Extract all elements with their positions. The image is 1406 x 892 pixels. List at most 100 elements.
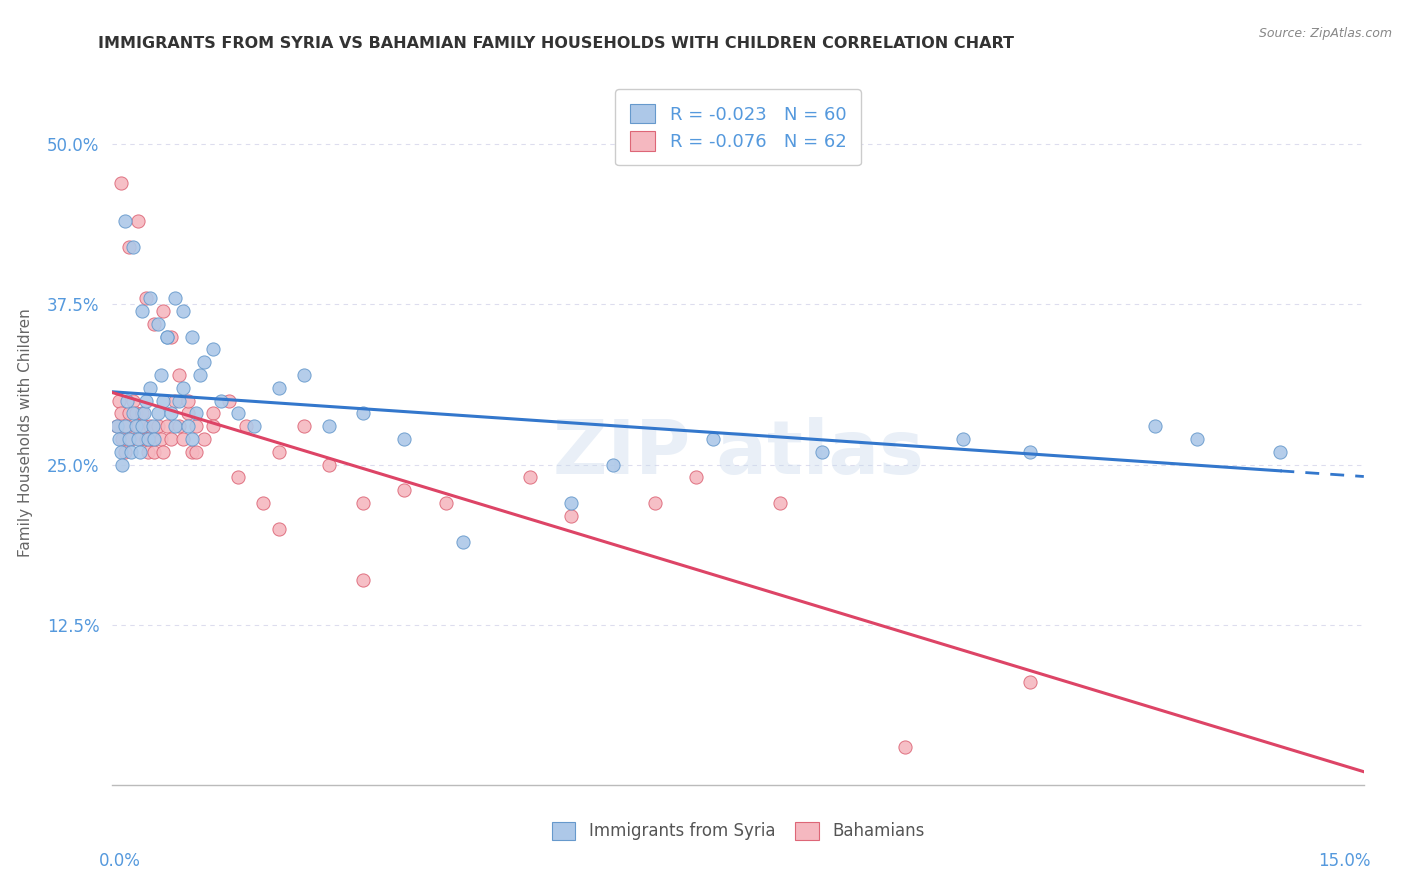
Point (156, 419, 179, 434)
Text: Source: ZipAtlas.com: Source: ZipAtlas.com (1258, 27, 1392, 40)
Point (148, 406, 170, 420)
Point (318, 419, 340, 434)
Point (172, 304, 194, 318)
Point (139, 291, 162, 305)
Point (136, 445, 159, 459)
Point (149, 368, 172, 382)
Point (149, 432, 172, 446)
Point (156, 329, 179, 343)
Point (135, 291, 157, 305)
Point (188, 368, 211, 382)
Point (180, 445, 202, 459)
Point (129, 445, 152, 459)
Point (252, 496, 274, 510)
Point (125, 406, 148, 420)
Point (176, 393, 198, 408)
Point (141, 419, 163, 434)
Point (131, 304, 153, 318)
Text: IMMIGRANTS FROM SYRIA VS BAHAMIAN FAMILY HOUSEHOLDS WITH CHILDREN CORRELATION CH: IMMIGRANTS FROM SYRIA VS BAHAMIAN FAMILY… (98, 36, 1014, 51)
Point (394, 432, 416, 446)
Point (184, 445, 207, 459)
Point (352, 573, 374, 587)
Point (1019, 445, 1042, 459)
Point (560, 508, 582, 523)
Point (201, 419, 224, 434)
Point (434, 496, 457, 510)
Point (160, 406, 183, 420)
Point (167, 393, 190, 408)
Point (235, 419, 257, 434)
Point (894, 739, 917, 754)
Point (176, 406, 198, 420)
Point (139, 381, 162, 395)
Point (193, 432, 215, 446)
Point (172, 381, 194, 395)
Point (135, 393, 157, 408)
Point (644, 496, 666, 510)
Point (201, 406, 224, 420)
Point (117, 393, 139, 408)
Point (602, 458, 624, 472)
Point (114, 214, 136, 228)
Point (127, 214, 149, 228)
Point (163, 393, 186, 408)
Point (184, 419, 207, 434)
Point (394, 483, 416, 498)
Point (117, 419, 139, 434)
Point (1144, 419, 1167, 434)
Point (810, 445, 832, 459)
Text: 15.0%: 15.0% (1319, 852, 1371, 870)
Point (226, 406, 249, 420)
Point (134, 406, 156, 420)
Point (110, 176, 132, 190)
Point (141, 432, 163, 446)
Point (201, 343, 224, 357)
Point (318, 458, 340, 472)
Point (352, 496, 374, 510)
Point (180, 432, 202, 446)
Point (952, 432, 974, 446)
Point (143, 432, 166, 446)
Point (180, 329, 202, 343)
Point (269, 381, 291, 395)
Point (122, 240, 145, 254)
Point (131, 419, 153, 434)
Point (292, 419, 315, 434)
Point (172, 432, 194, 446)
Point (1185, 432, 1208, 446)
Point (105, 419, 128, 434)
Point (292, 368, 315, 382)
Point (163, 291, 186, 305)
Point (108, 432, 131, 446)
Point (136, 432, 159, 446)
Point (134, 419, 156, 434)
Point (1019, 675, 1042, 690)
Point (127, 432, 149, 446)
Point (184, 406, 207, 420)
Point (125, 419, 148, 434)
Point (1270, 445, 1292, 459)
Point (176, 419, 198, 434)
Point (139, 419, 162, 434)
Point (451, 534, 474, 549)
Point (114, 419, 136, 434)
Legend: Immigrants from Syria, Bahamians: Immigrants from Syria, Bahamians (546, 815, 931, 847)
Point (118, 240, 141, 254)
Point (269, 522, 291, 536)
Point (120, 445, 142, 459)
Point (131, 406, 153, 420)
Point (122, 393, 145, 408)
Point (143, 317, 166, 331)
Y-axis label: Family Households with Children: Family Households with Children (18, 309, 32, 557)
Point (226, 470, 249, 484)
Point (269, 445, 291, 459)
Point (167, 419, 190, 434)
Point (111, 432, 134, 446)
Point (685, 470, 707, 484)
Point (152, 304, 174, 318)
Point (120, 432, 142, 446)
Point (148, 317, 170, 331)
Point (110, 445, 132, 459)
Point (218, 393, 240, 408)
Point (118, 432, 141, 446)
